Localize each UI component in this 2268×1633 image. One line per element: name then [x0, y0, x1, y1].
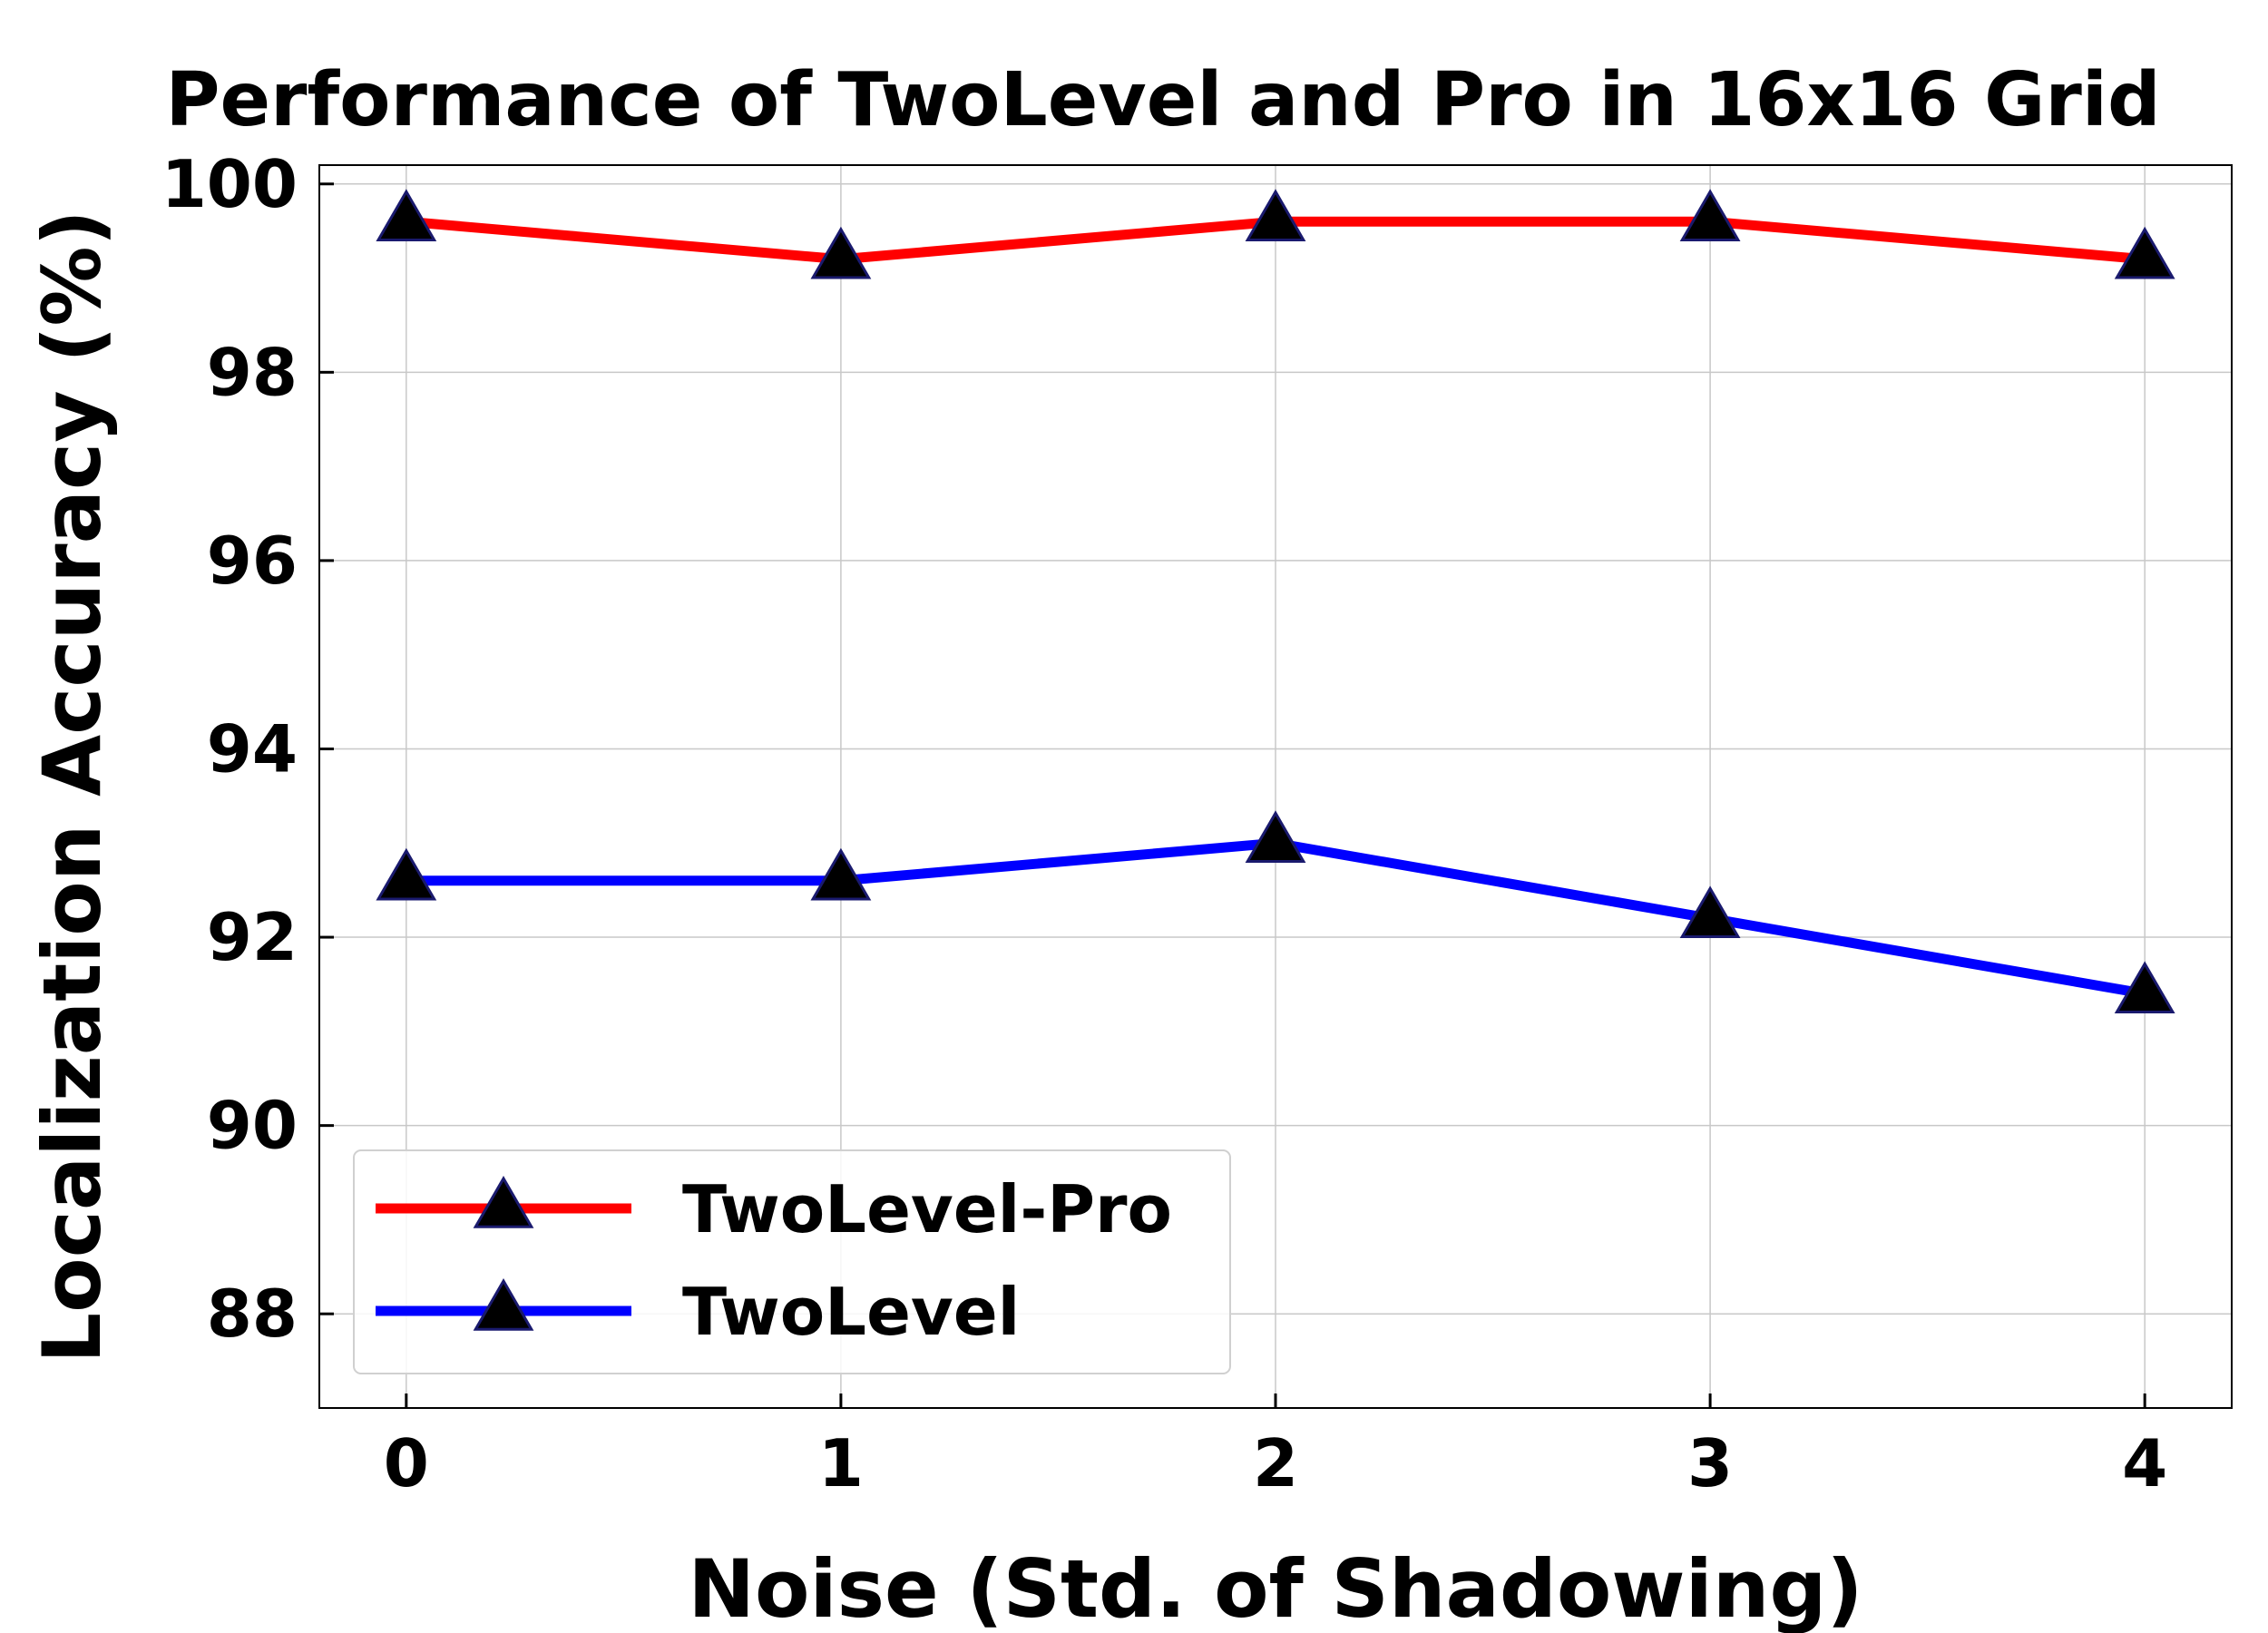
chart-title: Performance of TwoLevel and Pro in 16x16…	[165, 57, 2160, 143]
data-point	[810, 847, 872, 901]
data-point	[2114, 961, 2175, 1014]
y-tick-label: 96	[207, 523, 298, 599]
legend-entries: TwoLevel-Pro TwoLevel	[376, 1171, 1172, 1350]
y-tick-label: 92	[207, 899, 298, 975]
data-point	[810, 226, 872, 279]
data-point	[376, 847, 437, 901]
y-tick-label: 98	[207, 334, 298, 410]
data-point	[1245, 810, 1306, 863]
y-tick-label: 90	[207, 1088, 298, 1164]
y-tick-label: 88	[207, 1276, 298, 1352]
data-point	[1679, 189, 1741, 241]
x-tick-label: 1	[818, 1425, 864, 1501]
legend-label: TwoLevel	[682, 1274, 1020, 1350]
x-tick-label: 3	[1687, 1425, 1733, 1501]
x-tick-label: 0	[384, 1425, 429, 1501]
y-tick-label: 100	[161, 146, 298, 222]
y-tick-label: 94	[207, 710, 298, 787]
data-point	[2114, 226, 2175, 279]
legend: TwoLevel-Pro TwoLevel	[353, 1149, 1231, 1374]
data-point	[376, 189, 437, 241]
legend-swatch-marker	[473, 1278, 534, 1331]
x-axis-label: Noise (Std. of Shadowing)	[688, 1542, 1862, 1633]
y-axis-label: Localization Accuracy (%)	[25, 210, 119, 1364]
axis-ticks	[319, 182, 2146, 1408]
legend-label: TwoLevel-Pro	[682, 1171, 1172, 1247]
x-tick-label: 2	[1253, 1425, 1298, 1501]
legend-swatch-marker	[473, 1176, 534, 1228]
data-point	[1679, 885, 1741, 939]
series-group	[376, 189, 2175, 1014]
x-tick-label: 4	[2122, 1425, 2167, 1501]
data-point	[1245, 189, 1306, 241]
